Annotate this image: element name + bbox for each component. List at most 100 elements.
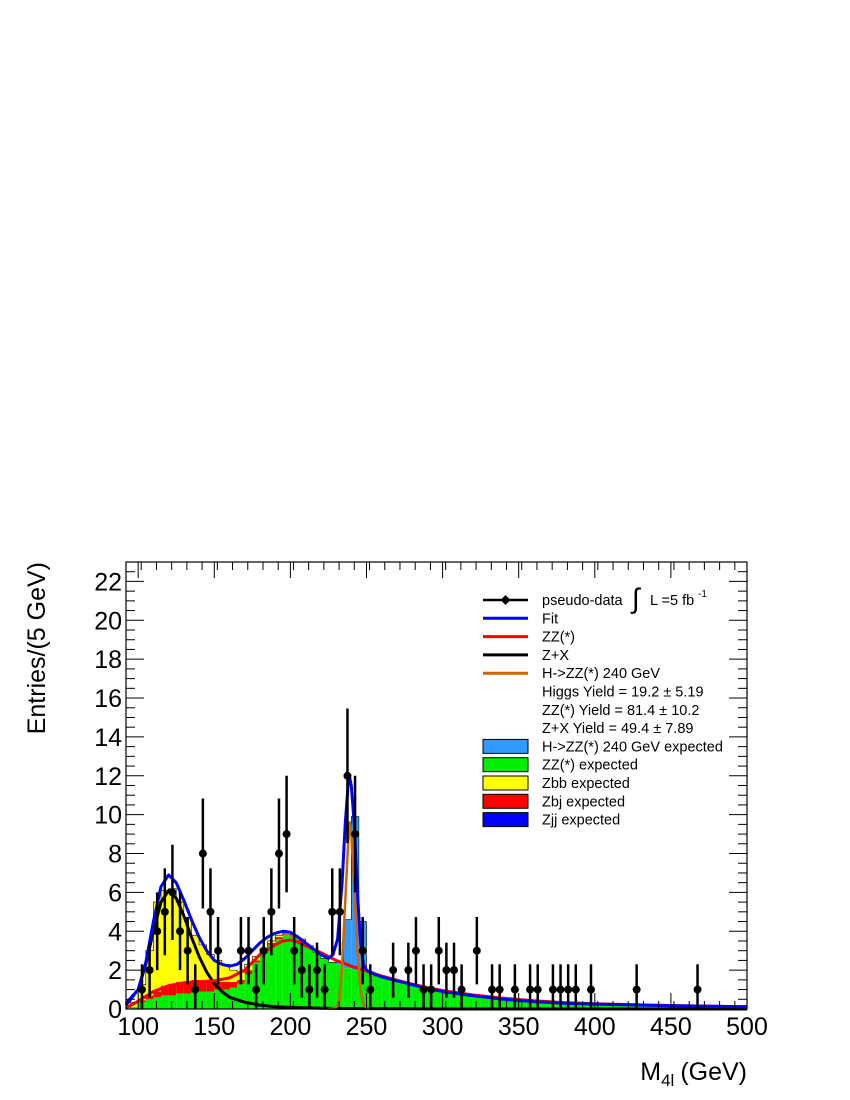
bar-zbb-20 [282,933,291,935]
data-marker [267,907,276,916]
x-tick-label: 450 [650,1013,692,1041]
data-marker [533,985,542,994]
x-tick-label: 500 [726,1013,768,1041]
data-point [313,942,322,998]
data-point [442,942,451,998]
data-point [168,844,177,940]
data-marker [313,966,322,975]
data-marker [297,966,306,975]
data-point [510,964,519,1009]
data-marker [358,946,367,955]
lumi-integral-sign: ∫ [630,583,642,614]
legend-symbol-box [482,757,529,773]
data-marker [556,985,565,994]
data-marker [427,985,436,994]
data-marker [366,985,375,994]
data-marker [176,927,185,936]
data-point [548,964,557,1009]
data-marker [632,985,641,994]
bar-zz-29 [351,970,359,1009]
bar-zz-10 [206,991,215,1009]
bar-zbj-12 [221,981,230,990]
data-point [632,964,641,1009]
data-point [297,942,306,998]
data-point [259,917,268,985]
data-point [571,964,580,1009]
legend-label: ZZ(*) [542,630,575,646]
data-point [366,964,375,1009]
data-point [320,964,329,1009]
x-tick-label: 400 [574,1013,616,1041]
data-marker [548,985,557,994]
data-marker [160,907,169,916]
data-point [533,964,542,1009]
data-marker [442,966,451,975]
bar-zbj-10 [206,981,215,992]
data-point [145,942,154,998]
legend-label: Zbj expected [542,794,625,810]
bar-zz-35 [396,981,405,1009]
bar-zz-42 [450,993,458,1009]
bar-higgs-28 [343,919,352,969]
legend-label: ZZ(*) expected [542,758,638,774]
data-marker [564,985,573,994]
data-point [176,892,185,971]
data-marker [191,985,200,994]
bar-zz-7 [183,993,192,1009]
data-point [419,964,428,1009]
y-tick-label: 4 [108,918,122,946]
data-point [290,917,299,985]
bar-zbj-4 [161,985,169,996]
data-point [457,964,466,1009]
bar-zz-19 [275,939,283,1009]
bar-zz-49 [503,999,512,1009]
y-tick-label: 10 [94,802,122,830]
data-marker [198,849,207,858]
data-marker [168,888,177,897]
bar-zz-2 [145,999,154,1009]
legend-symbol-box [482,793,529,809]
bar-zz-65 [625,1005,633,1009]
y-tick-label: 22 [94,568,122,596]
legend-label: Z+X [542,648,569,664]
bar-zz-15 [244,974,253,1009]
data-point [586,964,595,1009]
legend-label: H->ZZ(*) 240 GeV [542,666,660,682]
legend-label: H->ZZ(*) 240 GeV expected [542,739,723,755]
data-marker [290,946,299,955]
data-marker [145,966,154,975]
data-point [450,942,459,998]
data-point [693,964,702,1009]
bar-zz-44 [465,995,474,1009]
bar-zz-12 [221,989,230,1009]
bar-zz-62 [602,1004,611,1009]
y-axis-label: Entries/(5 GeV) [23,562,51,734]
data-point [343,708,352,844]
data-point [335,868,344,956]
x-axis-label: M4l (GeV) [640,1058,747,1090]
data-point [488,964,497,1009]
lumi-exponent: -1 [698,589,707,600]
bar-zz-14 [237,983,245,1009]
legend-label: pseudo-data [542,593,624,609]
data-point [267,868,276,956]
data-point [160,868,169,956]
data-marker [488,985,497,994]
bar-zz-0 [130,1007,139,1009]
bar-zbj-7 [183,981,192,994]
data-marker [351,830,360,839]
data-marker [510,985,519,994]
x-tick-label: 350 [498,1013,540,1041]
bar-zbj-5 [168,983,177,996]
data-marker [472,946,481,955]
x-axis-label-sub: 4l [661,1071,674,1090]
y-tick-label: 18 [94,646,122,674]
y-tick-label: 16 [94,685,122,713]
legend-symbol-box [482,812,529,828]
data-point [191,964,200,1009]
legend-label: Higgs Yield = 19.2 ± 5.19 [542,685,704,701]
data-marker [206,907,215,916]
bar-zz-61 [594,1004,603,1009]
x-tick-label: 100 [117,1013,159,1041]
bar-zz-33 [381,977,390,1009]
